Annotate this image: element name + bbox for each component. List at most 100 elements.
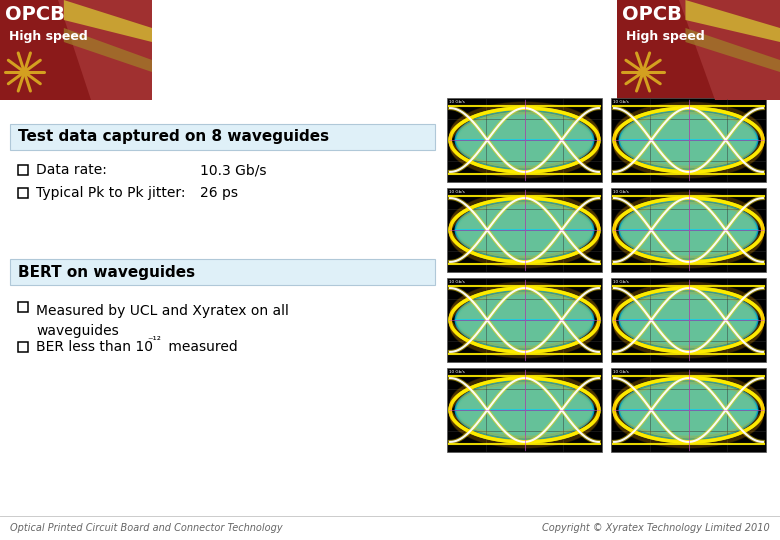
Text: OPCB: OPCB bbox=[5, 5, 65, 24]
Polygon shape bbox=[64, 28, 152, 72]
Bar bbox=[18, 302, 28, 312]
Polygon shape bbox=[458, 114, 591, 140]
Polygon shape bbox=[64, 0, 152, 42]
Text: High speed: High speed bbox=[626, 30, 705, 43]
Bar bbox=[611, 188, 766, 272]
Polygon shape bbox=[456, 200, 594, 230]
Polygon shape bbox=[619, 320, 758, 350]
Text: 10 Gb/s: 10 Gb/s bbox=[449, 100, 465, 104]
Text: Data rate:: Data rate: bbox=[36, 163, 107, 177]
Polygon shape bbox=[460, 298, 588, 320]
Polygon shape bbox=[621, 230, 757, 258]
Polygon shape bbox=[456, 410, 593, 438]
Polygon shape bbox=[622, 204, 755, 230]
Polygon shape bbox=[619, 290, 758, 320]
Polygon shape bbox=[456, 112, 593, 140]
Polygon shape bbox=[622, 384, 755, 410]
Polygon shape bbox=[459, 140, 590, 164]
Polygon shape bbox=[456, 230, 593, 258]
Polygon shape bbox=[621, 202, 757, 230]
Polygon shape bbox=[625, 298, 753, 320]
Bar bbox=[447, 368, 602, 452]
Text: Optical Printed Circuit Board and Connector Technology: Optical Printed Circuit Board and Connec… bbox=[10, 523, 282, 533]
Text: OPCB: OPCB bbox=[622, 5, 682, 24]
Text: 10.3 Gb/s: 10.3 Gb/s bbox=[200, 163, 267, 177]
Polygon shape bbox=[621, 382, 757, 410]
Polygon shape bbox=[622, 320, 755, 346]
Polygon shape bbox=[623, 230, 753, 254]
Polygon shape bbox=[622, 294, 755, 320]
Text: BERT on waveguides: BERT on waveguides bbox=[18, 265, 195, 280]
Polygon shape bbox=[458, 140, 591, 166]
Text: High speed: High speed bbox=[9, 30, 87, 43]
Polygon shape bbox=[458, 384, 591, 410]
Text: 10 Gb/s: 10 Gb/s bbox=[449, 370, 465, 374]
Polygon shape bbox=[456, 230, 594, 260]
Polygon shape bbox=[625, 140, 753, 163]
Bar bbox=[617, 0, 780, 100]
Text: BER less than 10: BER less than 10 bbox=[36, 340, 153, 354]
Polygon shape bbox=[458, 320, 591, 346]
Text: Typical Pk to Pk jitter:: Typical Pk to Pk jitter: bbox=[36, 186, 186, 200]
Polygon shape bbox=[456, 290, 594, 320]
Polygon shape bbox=[458, 204, 591, 230]
Polygon shape bbox=[459, 410, 590, 434]
Polygon shape bbox=[623, 320, 753, 345]
Polygon shape bbox=[460, 208, 588, 230]
Polygon shape bbox=[456, 110, 594, 140]
Polygon shape bbox=[623, 206, 753, 230]
Polygon shape bbox=[459, 206, 590, 230]
Text: ⁻¹²: ⁻¹² bbox=[147, 336, 161, 346]
Bar bbox=[611, 98, 766, 182]
Bar bbox=[10, 259, 435, 285]
Polygon shape bbox=[456, 140, 593, 168]
Polygon shape bbox=[622, 114, 755, 140]
Polygon shape bbox=[458, 230, 591, 256]
Polygon shape bbox=[458, 294, 591, 320]
Polygon shape bbox=[458, 410, 591, 436]
Polygon shape bbox=[456, 292, 593, 320]
Polygon shape bbox=[621, 410, 757, 438]
Polygon shape bbox=[619, 200, 758, 230]
Polygon shape bbox=[460, 118, 588, 140]
Polygon shape bbox=[456, 140, 594, 170]
Polygon shape bbox=[459, 386, 590, 410]
Polygon shape bbox=[460, 320, 588, 342]
Polygon shape bbox=[625, 208, 753, 230]
Polygon shape bbox=[623, 116, 753, 140]
Polygon shape bbox=[459, 296, 590, 320]
Polygon shape bbox=[619, 110, 758, 140]
Polygon shape bbox=[623, 296, 753, 320]
Bar bbox=[18, 342, 28, 352]
Polygon shape bbox=[619, 140, 758, 170]
Polygon shape bbox=[459, 230, 590, 254]
Polygon shape bbox=[460, 140, 588, 163]
Polygon shape bbox=[456, 382, 593, 410]
Polygon shape bbox=[460, 388, 588, 410]
Text: 10 Gb/s: 10 Gb/s bbox=[613, 370, 629, 374]
Polygon shape bbox=[58, 0, 152, 100]
Text: measured: measured bbox=[164, 340, 238, 354]
Polygon shape bbox=[625, 388, 753, 410]
Polygon shape bbox=[623, 386, 753, 410]
Polygon shape bbox=[621, 140, 757, 168]
Polygon shape bbox=[460, 410, 588, 433]
Polygon shape bbox=[625, 230, 753, 252]
Polygon shape bbox=[456, 320, 593, 348]
Polygon shape bbox=[621, 292, 757, 320]
Polygon shape bbox=[625, 410, 753, 433]
Polygon shape bbox=[619, 230, 758, 260]
Polygon shape bbox=[621, 112, 757, 140]
Bar bbox=[18, 165, 28, 175]
Text: Copyright © Xyratex Technology Limited 2010: Copyright © Xyratex Technology Limited 2… bbox=[542, 523, 770, 533]
Text: Test data captured on 8 waveguides: Test data captured on 8 waveguides bbox=[18, 130, 329, 145]
Bar bbox=[10, 124, 435, 150]
Polygon shape bbox=[679, 0, 780, 100]
Bar bbox=[447, 188, 602, 272]
Text: 26 ps: 26 ps bbox=[200, 186, 238, 200]
Polygon shape bbox=[460, 230, 588, 252]
Polygon shape bbox=[625, 320, 753, 342]
Polygon shape bbox=[621, 320, 757, 348]
Polygon shape bbox=[456, 410, 594, 440]
Text: 10 Gb/s: 10 Gb/s bbox=[613, 280, 629, 284]
